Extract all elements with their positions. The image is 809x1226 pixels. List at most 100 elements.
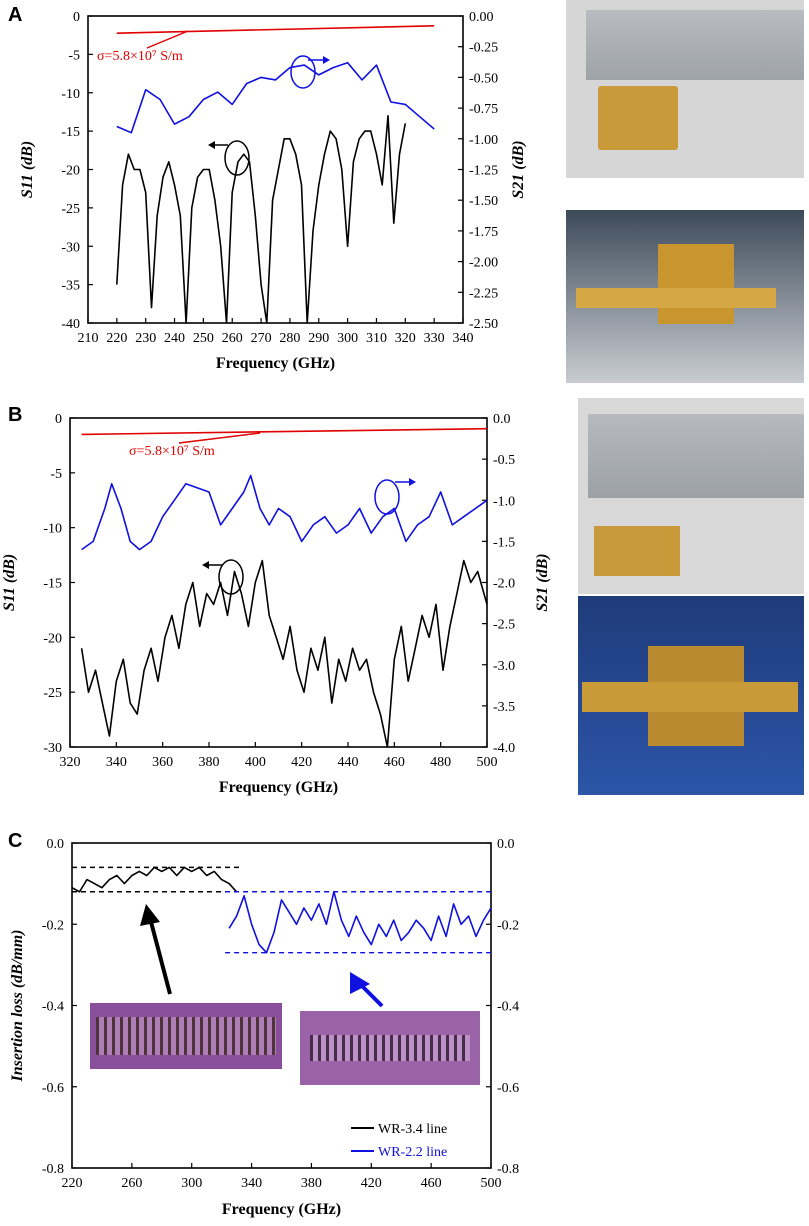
x-tick-label-a: 330 xyxy=(424,331,445,346)
y-left-tick-label-c: -0.4 xyxy=(42,1000,64,1015)
y-left-tick-label-a: -35 xyxy=(61,279,80,294)
series-line-b-2 xyxy=(80,559,488,748)
x-tick-label-a: 230 xyxy=(135,331,156,346)
y-right-tick-label-b: -0.5 xyxy=(493,453,515,468)
photo-a-ruler xyxy=(566,0,804,178)
legend-label-0: WR-3.4 line xyxy=(378,1122,447,1137)
left-axis-arrow-head-a xyxy=(208,141,215,149)
y-left-tick-label-a: -10 xyxy=(61,87,80,102)
y-right-axis-label-a: S21 (dB) xyxy=(510,140,527,198)
x-tick-label-c: 220 xyxy=(62,1176,83,1191)
y-right-tick-label-b: -1.0 xyxy=(493,494,515,509)
x-tick-label-b: 500 xyxy=(477,755,498,770)
y-right-tick-label-a: -0.50 xyxy=(469,71,498,86)
annotation-text-a: σ=5.8×10⁷ S/m xyxy=(97,49,183,64)
plot-frame-b xyxy=(69,417,488,748)
x-tick-label-a: 290 xyxy=(308,331,329,346)
panel-label-a: A xyxy=(8,4,23,26)
legend-label-1: WR-2.2 line xyxy=(378,1145,447,1160)
x-tick-label-c: 420 xyxy=(361,1176,382,1191)
y-left-tick-label-c: -0.8 xyxy=(42,1162,64,1177)
y-left-tick-label-c: -0.2 xyxy=(42,918,64,933)
y-right-tick-label-b: -3.0 xyxy=(493,659,515,674)
annotation-text-b: σ=5.8×10⁷ S/m xyxy=(129,444,215,459)
pointer-arrow-head-wr34 xyxy=(140,904,160,926)
x-tick-label-b: 320 xyxy=(60,755,81,770)
y-left-tick-label-a: -5 xyxy=(68,48,80,63)
y-left-tick-label-a: -15 xyxy=(61,125,80,140)
y-left-tick-label-a: 0 xyxy=(73,10,80,25)
series-line-a-2 xyxy=(116,115,407,324)
annotation-arrow-a xyxy=(146,30,189,49)
circle-marker-s11-b xyxy=(218,559,244,595)
x-tick-label-b: 340 xyxy=(106,755,127,770)
y-right-tick-label-b: 0.0 xyxy=(493,412,511,427)
left-axis-arrow-head-b xyxy=(202,561,209,569)
series-line-c-0 xyxy=(71,866,238,893)
x-tick-label-a: 250 xyxy=(193,331,214,346)
y-left-tick-label-b: 0 xyxy=(55,412,62,427)
y-left-tick-label-a: -30 xyxy=(61,240,80,255)
y-right-tick-label-a: -1.00 xyxy=(469,133,498,148)
photo-a-setup xyxy=(566,210,804,383)
y-left-tick-label-a: -25 xyxy=(61,202,80,217)
y-right-tick-label-a: -1.50 xyxy=(469,194,498,209)
panel-label-b: B xyxy=(8,404,23,426)
y-right-tick-label-a: -2.50 xyxy=(469,317,498,332)
y-left-tick-label-c: -0.6 xyxy=(42,1081,64,1096)
x-tick-label-b: 360 xyxy=(152,755,173,770)
x-axis-label-c: Frequency (GHz) xyxy=(222,1201,341,1218)
x-axis-label-a: Frequency (GHz) xyxy=(216,355,335,372)
x-axis-label-b: Frequency (GHz) xyxy=(219,779,338,796)
x-tick-label-c: 500 xyxy=(481,1176,502,1191)
series-line-c-1 xyxy=(228,890,492,954)
x-tick-label-c: 460 xyxy=(421,1176,442,1191)
y-right-tick-label-a: -1.75 xyxy=(469,225,498,240)
annotation-arrow-b xyxy=(178,432,261,444)
y-left-tick-label-b: -5 xyxy=(50,467,62,482)
y-right-tick-label-c: -0.4 xyxy=(497,1000,519,1015)
x-tick-label-c: 300 xyxy=(181,1176,202,1191)
y-right-tick-label-b: -1.5 xyxy=(493,535,515,550)
x-tick-label-b: 380 xyxy=(199,755,220,770)
photo-b-setup xyxy=(578,596,804,795)
y-right-tick-label-b: -2.5 xyxy=(493,618,515,633)
circle-marker-s21-b xyxy=(374,479,400,515)
x-tick-label-a: 240 xyxy=(164,331,185,346)
x-tick-label-b: 400 xyxy=(245,755,266,770)
y-right-tick-label-b: -3.5 xyxy=(493,700,515,715)
circle-marker-s21-a xyxy=(290,55,316,89)
y-right-tick-label-c: -0.2 xyxy=(497,918,519,933)
circle-marker-s11-a xyxy=(224,140,250,176)
y-left-tick-label-b: -15 xyxy=(43,577,62,592)
x-tick-label-a: 210 xyxy=(78,331,99,346)
y-left-tick-label-c: 0.0 xyxy=(47,837,65,852)
series-line-a-1 xyxy=(116,61,435,134)
y-left-tick-label-b: -20 xyxy=(43,631,62,646)
right-axis-arrow-head-a xyxy=(323,56,330,64)
series-line-a-0 xyxy=(116,25,435,34)
x-tick-label-a: 300 xyxy=(337,331,358,346)
y-left-tick-label-b: -25 xyxy=(43,686,62,701)
right-axis-arrow-head-b xyxy=(409,478,416,486)
y-right-tick-label-c: -0.6 xyxy=(497,1081,519,1096)
x-tick-label-b: 420 xyxy=(291,755,312,770)
series-line-b-1 xyxy=(81,474,488,551)
x-tick-label-a: 320 xyxy=(395,331,416,346)
photo-b-ruler xyxy=(578,398,804,594)
y-right-tick-label-b: -4.0 xyxy=(493,741,515,756)
series-line-b-0 xyxy=(81,427,488,436)
y-left-tick-label-b: -10 xyxy=(43,522,62,537)
x-tick-label-b: 460 xyxy=(384,755,405,770)
y-right-tick-label-b: -2.0 xyxy=(493,577,515,592)
y-left-axis-label-c: Insertion loss (dB/mm) xyxy=(9,929,26,1082)
y-right-tick-label-a: -2.25 xyxy=(469,286,498,301)
y-right-tick-label-a: -1.25 xyxy=(469,164,498,179)
y-right-tick-label-a: 0.00 xyxy=(469,10,494,25)
pointer-arrow-head-wr22 xyxy=(350,972,370,994)
panel-label-c: C xyxy=(8,830,23,852)
x-tick-label-b: 440 xyxy=(338,755,359,770)
y-right-tick-label-c: -0.8 xyxy=(497,1162,519,1177)
x-tick-label-c: 260 xyxy=(121,1176,142,1191)
